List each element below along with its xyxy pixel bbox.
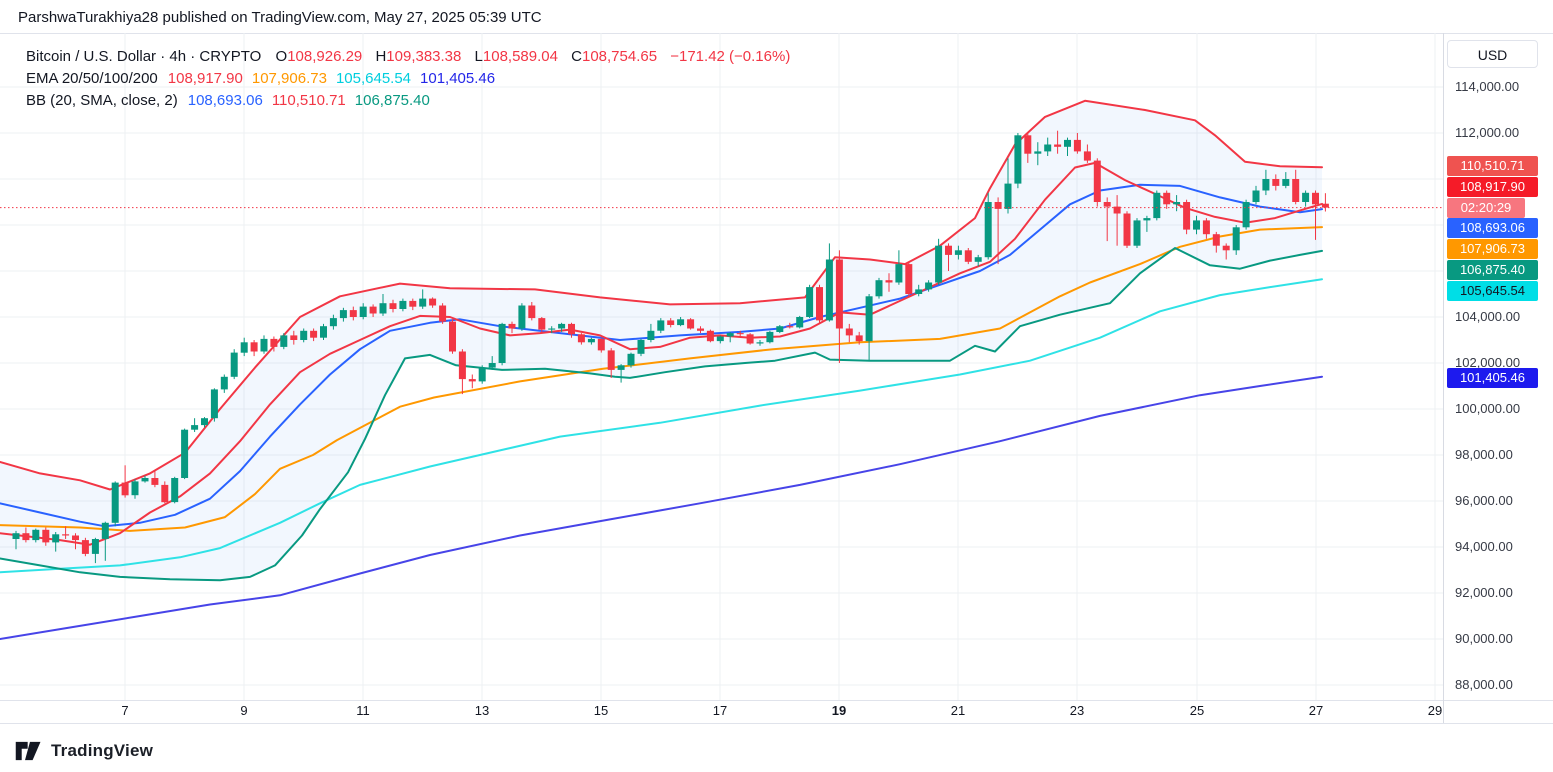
time-axis-divider — [0, 700, 1553, 701]
legend-ema-row[interactable]: EMA 20/50/100/200 108,917.90 107,906.73 105… — [26, 68, 790, 90]
time-tick-label: 23 — [1069, 703, 1085, 718]
ema-indicator-label: EMA 20/50/100/200 — [26, 70, 158, 87]
ema100-line — [0, 278, 1323, 574]
indicator-value: 107,906.73 — [251, 70, 327, 87]
header-divider — [0, 33, 1553, 34]
indicator-value: 101,405.46 — [420, 70, 496, 87]
bb-upper-price-label: 110,510.71 — [1447, 156, 1538, 176]
price-axis-divider — [1443, 33, 1444, 723]
indicator-value: 105,645.54 — [335, 70, 412, 87]
price-tick-label: 88,000.00 — [1455, 677, 1513, 692]
bb-lower-price-label: 106,875.40 — [1447, 260, 1538, 280]
bb-lower-line — [0, 247, 1323, 582]
footer-divider — [0, 723, 1553, 724]
indicator-value: 106,875.40 — [354, 92, 430, 109]
grid-lines — [0, 33, 1443, 700]
publisher-line: ParshwaTurakhiya28 published on TradingV… — [18, 9, 542, 26]
ema200-price-label: 101,405.46 — [1447, 368, 1538, 388]
time-tick-label: 13 — [474, 703, 490, 718]
time-tick-label: 19 — [831, 703, 847, 718]
ema20-line — [0, 161, 1323, 546]
bb-basis-price-label: 108,693.06 — [1447, 218, 1538, 238]
time-tick-label: 11 — [356, 703, 370, 718]
price-tick-label: 90,000.00 — [1455, 631, 1513, 646]
bb-indicator-label: BB (20, SMA, close, 2) — [26, 92, 178, 109]
close-value: C108,754.65 — [571, 48, 658, 65]
bb-upper-line — [0, 99, 1323, 491]
indicator-value: 108,693.06 — [187, 92, 263, 109]
indicator-value: 108,917.90 — [167, 70, 243, 87]
indicator-value: 110,510.71 — [271, 92, 346, 109]
ema200-line — [0, 375, 1323, 640]
ema20-price-label: 108,917.90 — [1447, 177, 1538, 197]
time-tick-label: 7 — [121, 703, 129, 718]
time-tick-label: 27 — [1308, 703, 1324, 718]
legend-symbol-row[interactable]: Bitcoin / U.S. Dollar · 4h · CRYPTO O108… — [26, 46, 790, 68]
time-tick-label: 29 — [1427, 703, 1443, 718]
bb-fill — [0, 100, 1322, 581]
high-value: H109,383.38 — [375, 48, 462, 65]
price-tick-label: 96,000.00 — [1455, 493, 1513, 508]
ema100-price-label: 105,645.54 — [1447, 281, 1538, 301]
time-tick-label: 17 — [712, 703, 728, 718]
candles — [12, 130, 1329, 564]
price-tick-label: 114,000.00 — [1455, 79, 1520, 94]
price-tick-label: 102,000.00 — [1455, 355, 1521, 370]
price-tick-label: 112,000.00 — [1455, 125, 1520, 140]
time-tick-label: 25 — [1189, 703, 1205, 718]
time-tick-label: 21 — [950, 703, 966, 718]
price-tick-label: 100,000.00 — [1455, 401, 1521, 416]
price-tick-label: 92,000.00 — [1455, 585, 1513, 600]
low-value: L108,589.04 — [474, 48, 558, 65]
currency-unit-button[interactable]: USD — [1447, 40, 1538, 68]
tradingview-logo-icon — [15, 740, 44, 762]
chart-legend: Bitcoin / U.S. Dollar · 4h · CRYPTO O108… — [26, 46, 790, 112]
open-value: O108,926.29 — [275, 48, 363, 65]
ema50-price-label: 107,906.73 — [1447, 239, 1538, 259]
ema50-line — [0, 226, 1323, 532]
time-tick-label: 15 — [593, 703, 609, 718]
countdown-label: 02:20:29 — [1447, 198, 1525, 218]
price-tick-label: 104,000.00 — [1455, 309, 1521, 324]
change-value: −171.42 (−0.16%) — [670, 48, 791, 65]
symbol-title: Bitcoin / U.S. Dollar · 4h · CRYPTO — [26, 48, 262, 65]
time-tick-label: 9 — [240, 703, 248, 718]
tradingview-logo-text: TradingView — [51, 741, 154, 760]
tradingview-logo[interactable]: TradingView — [15, 739, 153, 763]
legend-bb-row[interactable]: BB (20, SMA, close, 2) 108,693.06 110,510.… — [26, 90, 790, 112]
price-tick-label: 94,000.00 — [1455, 539, 1513, 554]
price-tick-label: 98,000.00 — [1455, 447, 1513, 462]
